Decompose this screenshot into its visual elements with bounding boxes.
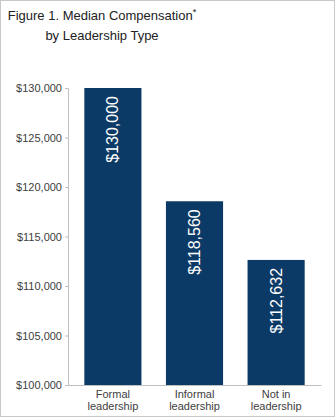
bars — [84, 88, 304, 385]
chart: Figure 1. Median Compensation*by Leaders… — [0, 0, 335, 417]
x-tick: Formalleadership — [88, 388, 139, 413]
bar — [84, 88, 141, 385]
y-tick-mark — [65, 336, 68, 337]
y-tick-mark — [65, 187, 68, 188]
y-tick-mark — [65, 286, 68, 287]
frame — [1, 1, 335, 417]
x-axis-line — [69, 385, 322, 386]
y-tick: $130,000 — [16, 82, 68, 94]
y-tick-label: $125,000 — [16, 132, 62, 144]
y-tick: $100,000 — [16, 379, 68, 391]
data-labels: $130,000 $118,560 $112,632 — [104, 96, 284, 334]
y-tick-mark — [65, 138, 68, 139]
x-axis: Formalleadership Informalleadership Not in… — [69, 386, 322, 413]
x-tick-label: Formalleadership — [88, 388, 139, 413]
y-tick-label: $100,000 — [16, 379, 62, 391]
data-label: $130,000 — [104, 96, 121, 163]
y-axis: $100,000 $105,000 $110,000 $115,000 $120,000… — [16, 82, 68, 391]
y-tick: $105,000 — [16, 330, 68, 342]
y-tick-label: $130,000 — [16, 82, 62, 94]
x-tick-label: Not inleadership — [251, 388, 302, 413]
data-label: $112,632 — [268, 268, 285, 334]
bar — [248, 260, 305, 385]
data-label: $118,560 — [186, 209, 203, 275]
x-tick-label: Informalleadership — [169, 388, 220, 413]
y-tick: $125,000 — [16, 132, 68, 144]
y-tick-label: $120,000 — [16, 181, 62, 193]
y-tick: $110,000 — [17, 280, 68, 292]
y-tick: $120,000 — [16, 181, 68, 193]
y-tick-mark — [65, 385, 68, 386]
plot: $100,000 $105,000 $110,000 $115,000 $120,000… — [16, 82, 321, 412]
y-tick-mark — [65, 237, 68, 238]
y-tick-label: $105,000 — [16, 330, 62, 342]
y-tick-mark — [65, 88, 68, 89]
y-tick-label: $110,000 — [17, 280, 62, 292]
x-tick: Informalleadership — [169, 388, 220, 413]
y-tick-label: $115,000 — [17, 231, 62, 243]
bar — [166, 201, 223, 385]
title: Figure 1. Median Compensation*by Leaders… — [8, 7, 197, 43]
y-axis-line — [65, 89, 69, 386]
y-tick: $115,000 — [17, 231, 68, 243]
x-tick: Not inleadership — [251, 388, 302, 413]
